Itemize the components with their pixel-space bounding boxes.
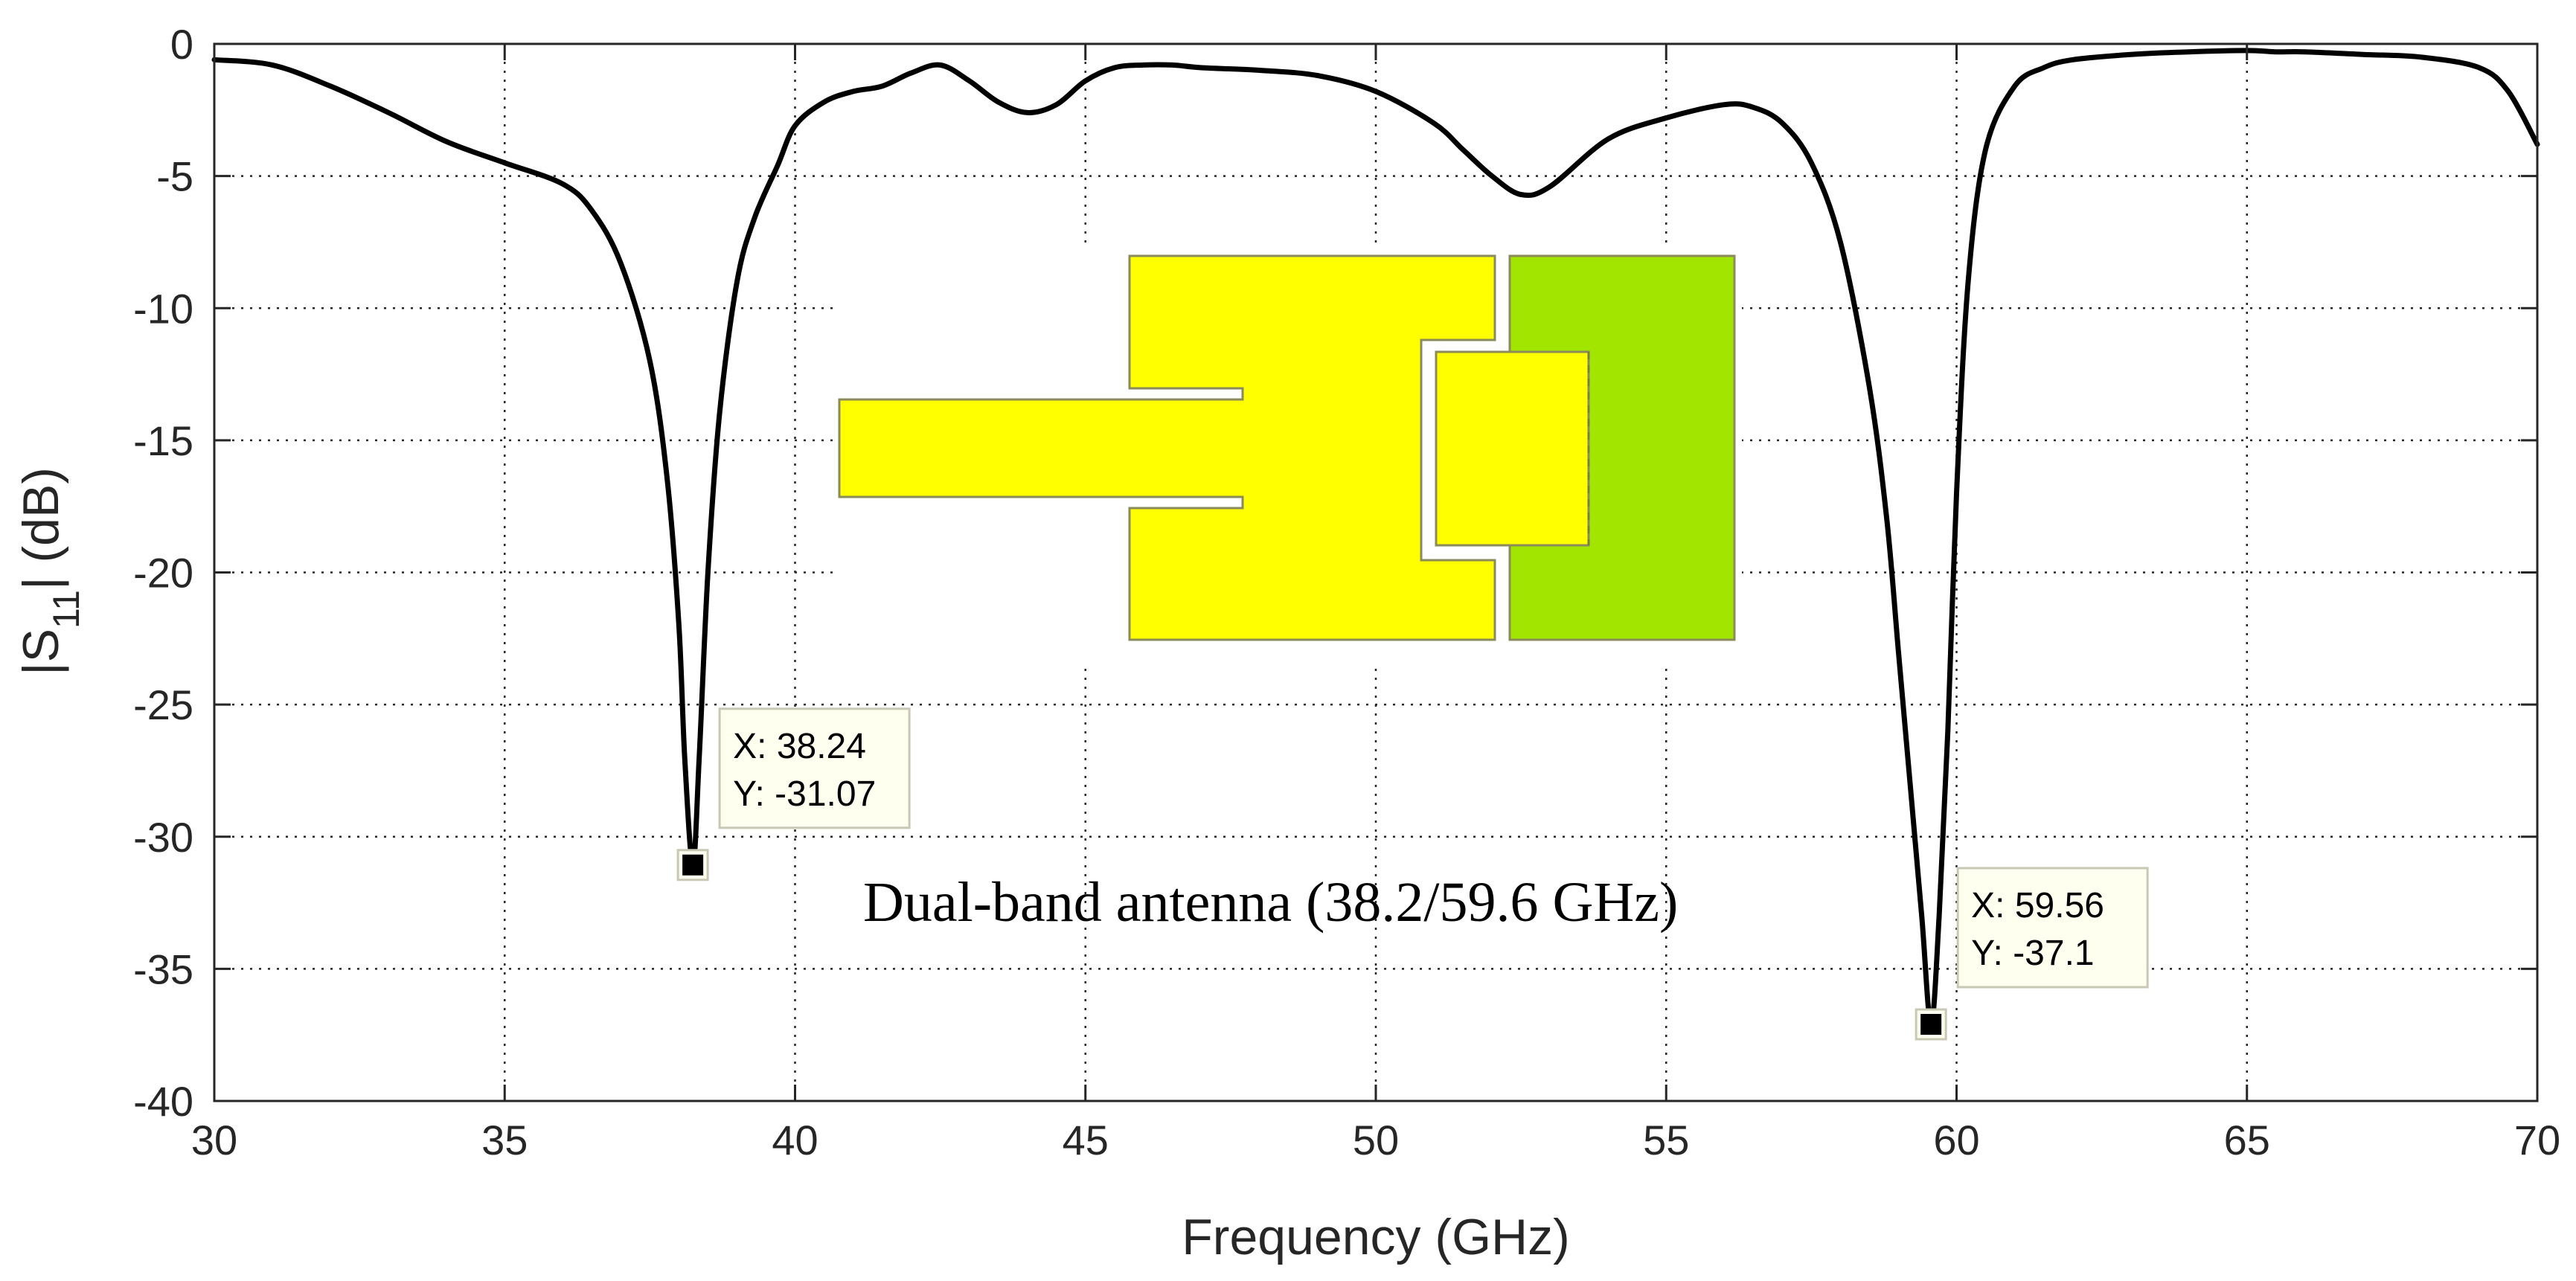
coupled-stub <box>1435 350 1590 547</box>
x-tick-label: 35 <box>481 1117 528 1163</box>
y-tick-label: -5 <box>156 153 193 200</box>
y-axis-label-subscript: 11 <box>45 590 87 629</box>
data-tip: X: 38.24 Y: -31.07 <box>676 707 911 882</box>
x-axis-label: Frequency (GHz) <box>1182 1209 1569 1265</box>
x-axis-ticks: 30 35 40 45 50 55 60 65 70 <box>191 44 2560 1163</box>
data-tips: X: 38.24 Y: -31.07 X: 59.56 Y: -37.1 <box>676 707 2149 1041</box>
data-tip-y: Y: -31.07 <box>733 774 876 814</box>
data-tip-marker <box>682 854 704 876</box>
y-axis-label-suffix: | (dB) <box>13 467 69 590</box>
y-axis-label: |S11| (dB) <box>13 467 87 675</box>
y-tick-label: -15 <box>133 417 193 464</box>
y-axis-ticks: 0 -5 -10 -15 -20 -25 -30 -35 -40 <box>133 21 2537 1125</box>
y-axis-label-prefix: |S <box>13 629 69 675</box>
y-tick-label: -30 <box>133 814 193 861</box>
data-tip-box <box>718 707 911 829</box>
antenna-inset: Dual-band antenna (38.2/59.6 GHz) <box>838 245 1742 934</box>
y-tick-label: -40 <box>133 1078 193 1125</box>
data-tip-marker <box>1920 1013 1942 1035</box>
y-tick-label: 0 <box>170 21 193 68</box>
inset-caption: Dual-band antenna (38.2/59.6 GHz) <box>863 871 1678 934</box>
data-tip-x: X: 38.24 <box>733 727 866 766</box>
x-tick-label: 50 <box>1353 1117 1399 1163</box>
x-tick-label: 70 <box>2514 1117 2560 1163</box>
x-tick-label: 45 <box>1063 1117 1109 1163</box>
data-tip-y: Y: -37.1 <box>1971 934 2094 973</box>
y-tick-label: -25 <box>133 681 193 728</box>
x-tick-label: 65 <box>2224 1117 2270 1163</box>
data-tip-x: X: 59.56 <box>1971 886 2104 925</box>
x-tick-label: 60 <box>1933 1117 1979 1163</box>
y-tick-label: -20 <box>133 550 193 597</box>
s11-curve <box>211 48 2540 1027</box>
x-tick-label: 55 <box>1643 1117 1689 1163</box>
y-tick-label: -35 <box>133 946 193 992</box>
x-tick-label: 30 <box>191 1117 237 1163</box>
data-tip-box <box>1956 867 2149 989</box>
y-tick-label: -10 <box>133 285 193 332</box>
x-tick-label: 40 <box>772 1117 818 1163</box>
data-tip: X: 59.56 Y: -37.1 <box>1915 867 2149 1041</box>
feed-line-and-patch <box>838 254 1496 641</box>
